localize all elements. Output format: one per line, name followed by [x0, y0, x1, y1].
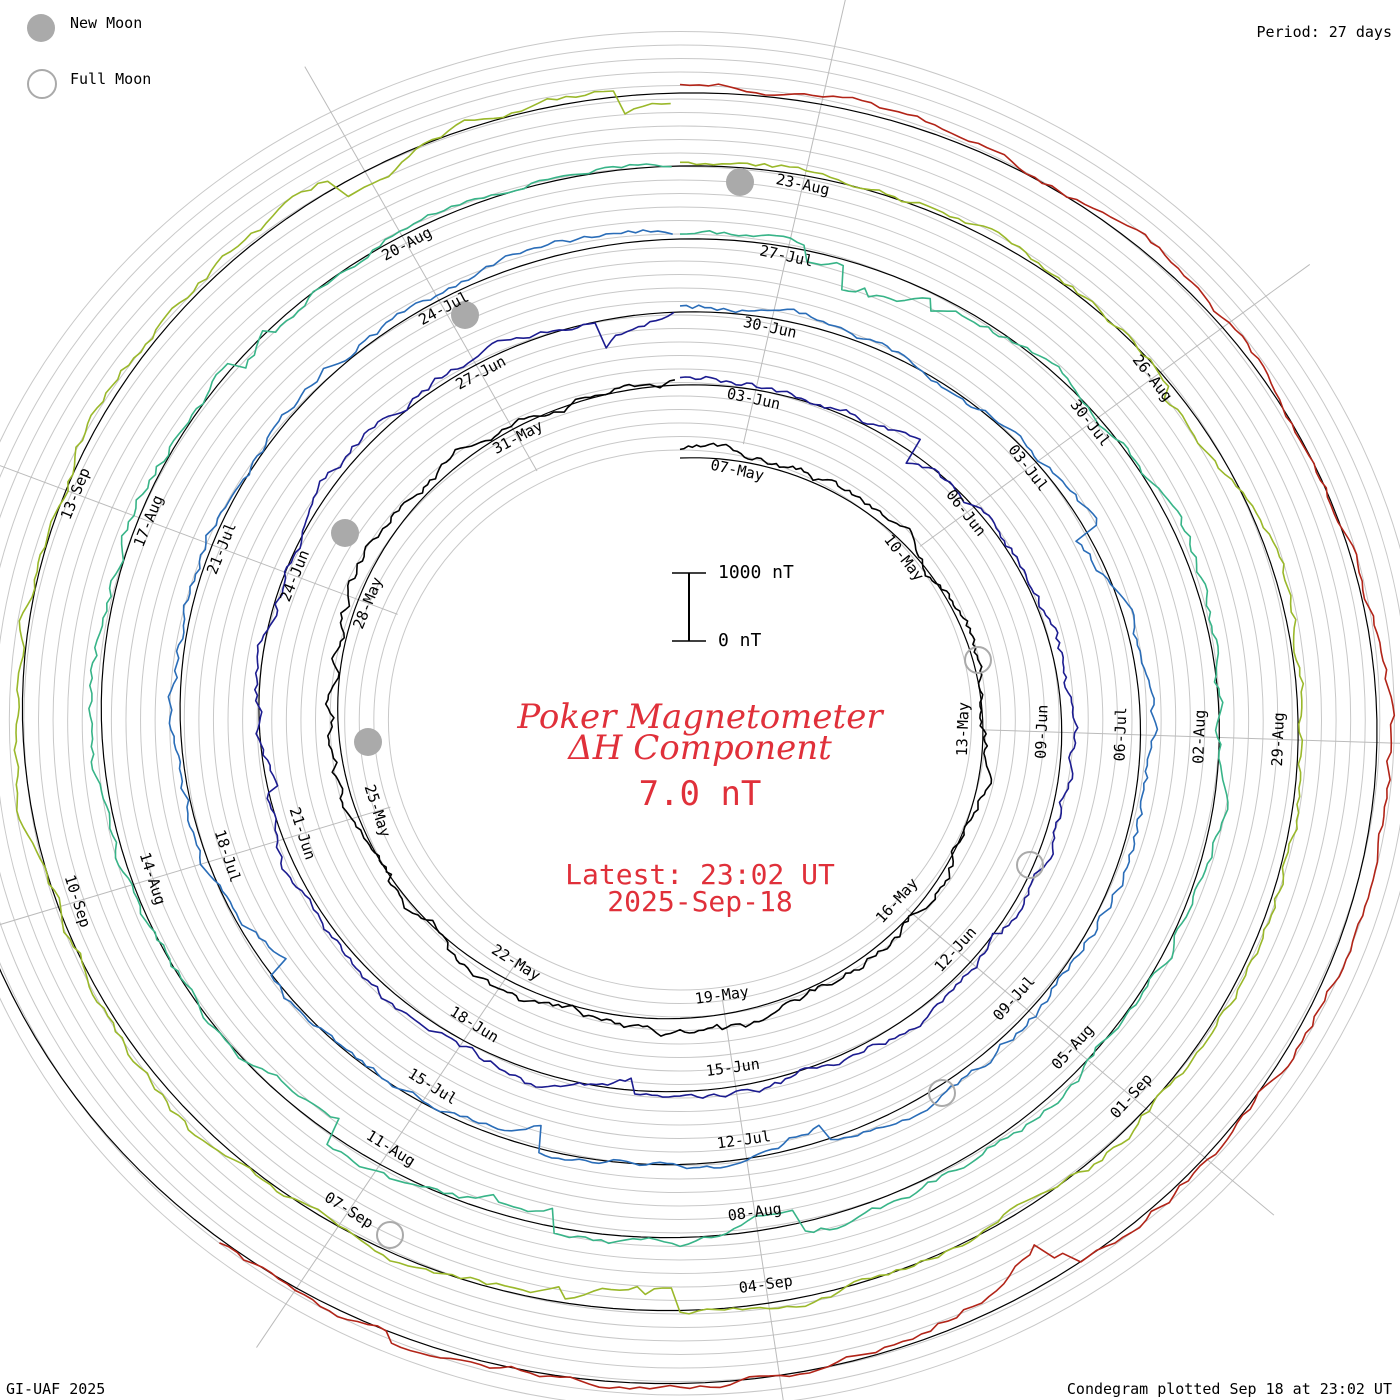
date-label: 27-Jul	[758, 241, 815, 270]
grid-ring	[23, 112, 1337, 1328]
current-value: 7.0 nT	[638, 774, 762, 814]
trace-rotation-3	[167, 229, 1159, 1170]
grid-ring	[300, 368, 1060, 1072]
new-moon-marker	[354, 728, 382, 756]
grid-spoke	[304, 66, 538, 472]
date-label: 03-Jul	[1004, 441, 1052, 495]
trace-rotation-4	[88, 163, 1229, 1248]
grid-spoke	[0, 465, 398, 615]
grid-ring	[212, 287, 1148, 1153]
scale-bottom-label: 0 nT	[718, 630, 762, 651]
date-label: 04-Sep	[738, 1272, 794, 1297]
new-moon-marker	[451, 301, 479, 329]
date-label: 12-Jul	[716, 1127, 772, 1152]
grid-ring	[183, 260, 1177, 1180]
grid-ring	[387, 449, 973, 991]
full-moon-legend-icon	[27, 69, 57, 99]
date-label: 09-Jun	[1032, 704, 1052, 759]
date-label: 22-May	[488, 941, 543, 985]
trace-rotation-5	[13, 90, 1305, 1315]
grid-ring	[96, 179, 1264, 1261]
grid-spoke	[906, 908, 1275, 1216]
trace-layer	[13, 83, 1396, 1390]
date-label: 07-Sep	[321, 1188, 376, 1232]
grid-ring	[373, 436, 987, 1004]
new-moon-marker	[331, 519, 359, 547]
grid-ring	[0, 71, 1381, 1369]
scale-top-label: 1000 nT	[718, 562, 794, 583]
date-label: 24-Jun	[276, 547, 313, 604]
date-label: 01-Sep	[1106, 1070, 1156, 1122]
grid-ring	[52, 139, 1308, 1301]
full-moon-marker	[376, 1221, 404, 1249]
date-label: 02-Aug	[1189, 709, 1209, 764]
chart-title: Poker Magnetometer	[517, 697, 883, 737]
latest-time: Latest: 23:02 UT	[565, 858, 835, 891]
date-label: 27-Jun	[453, 352, 509, 393]
date-label: 21-Jul	[203, 520, 240, 577]
trace-rotation-1	[324, 379, 993, 1037]
date-label: 06-Jul	[1110, 707, 1130, 762]
grid-ring	[358, 422, 1002, 1018]
chart-subtitle: ΔH Component	[568, 728, 832, 768]
plotted-timestamp: Condegram plotted Sep 18 at 23:02 UT	[1066, 1380, 1392, 1398]
date-label: 28-May	[349, 575, 386, 632]
date-label: 13-Sep	[57, 465, 94, 522]
trace-rotation-2	[254, 311, 1079, 1099]
moon-layer	[331, 168, 1044, 1249]
grid-spoke	[984, 729, 1400, 744]
grid-ring	[242, 314, 1118, 1126]
grid-spoke	[919, 264, 1311, 547]
grid-ring	[0, 31, 1400, 1400]
grid-ring	[0, 85, 1366, 1355]
new-moon-legend-icon	[27, 14, 55, 42]
new-moon-legend-label: New Moon	[70, 14, 143, 32]
date-label: 29-Aug	[1268, 712, 1288, 767]
full-moon-marker	[964, 646, 992, 674]
full-moon-marker	[928, 1079, 956, 1107]
grid-ring	[67, 152, 1293, 1288]
date-label: 15-Jun	[705, 1055, 761, 1080]
new-moon-marker	[726, 168, 754, 196]
credit-label: GI-UAF 2025	[6, 1380, 106, 1398]
period-label: Period: 27 days	[1256, 23, 1392, 41]
date-label: 19-May	[694, 982, 750, 1007]
scale-bar	[672, 572, 706, 642]
date-label: 13-May	[953, 702, 973, 757]
grid-spoke	[256, 958, 520, 1348]
grid-ring	[0, 44, 1400, 1396]
grid-spoke	[721, 999, 784, 1400]
date-label: 12-Jun	[931, 923, 981, 975]
full-moon-marker	[1016, 851, 1044, 879]
grid-ring	[315, 382, 1045, 1058]
grid-ring	[125, 206, 1235, 1234]
latest-date: 2025-Sep-18	[607, 885, 793, 918]
grid-spoke	[0, 806, 391, 926]
grid-ring	[0, 58, 1395, 1382]
grid-spoke	[742, 0, 846, 445]
grid-ring	[271, 341, 1089, 1099]
grid-ring	[37, 125, 1323, 1315]
trace-rotation-6	[219, 83, 1396, 1390]
grid-ring	[227, 301, 1133, 1139]
grid-ring	[329, 395, 1031, 1045]
grid-ring	[8, 98, 1352, 1342]
date-label: 11-Aug	[363, 1126, 418, 1170]
date-label: 31-May	[490, 417, 546, 458]
full-moon-legend-label: Full Moon	[70, 70, 152, 88]
grid-ring	[256, 328, 1104, 1112]
